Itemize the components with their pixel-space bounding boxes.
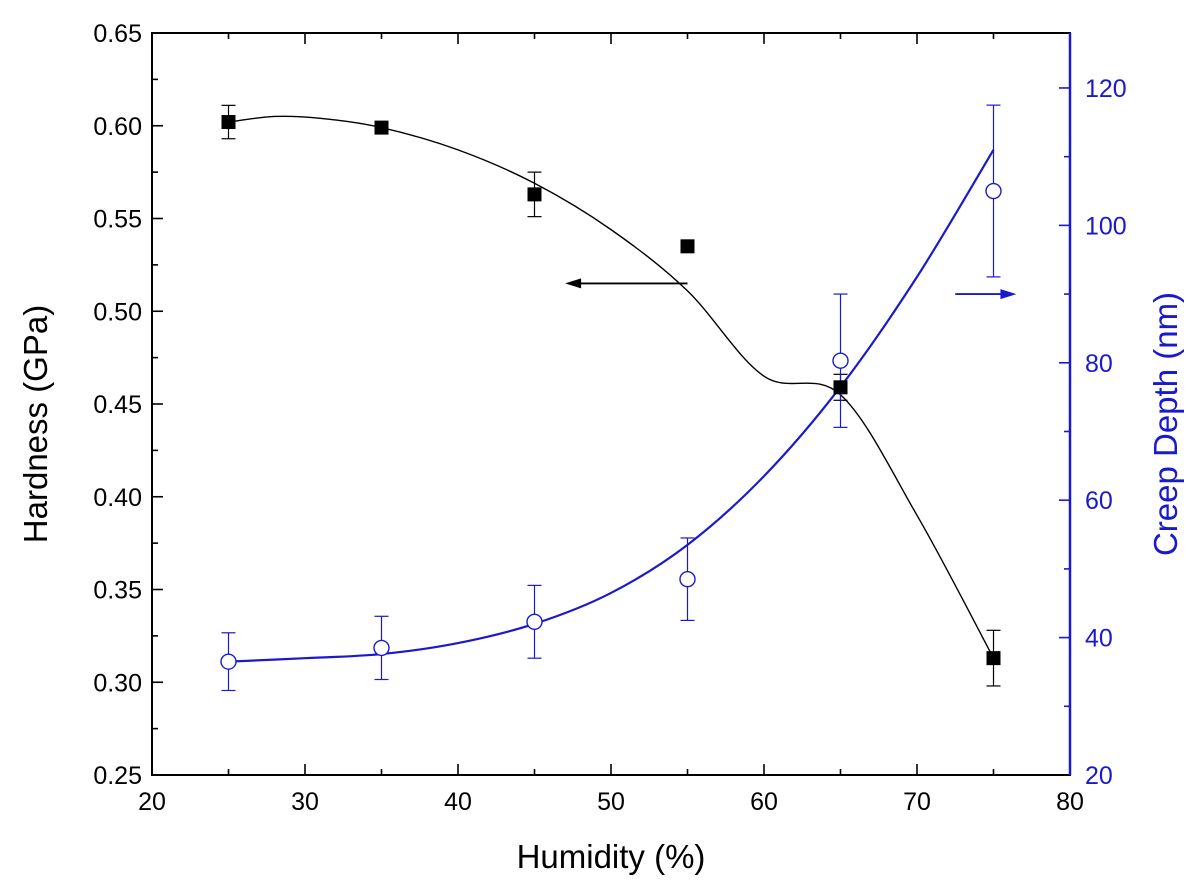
x-tick-label: 60: [750, 788, 778, 816]
creep-depth-point: [373, 639, 390, 657]
hardness-point: [221, 115, 236, 130]
y-left-tick-label: 0.45: [93, 391, 142, 419]
y-left-tick-label: 0.65: [93, 20, 142, 48]
data-markers: [220, 115, 1002, 670]
fit-lines: [228, 115, 995, 663]
hardness-point: [374, 120, 389, 135]
y-left-tick-label: 0.60: [93, 113, 142, 141]
x-tick-label: 50: [597, 788, 625, 816]
hardness-point: [986, 651, 1001, 666]
y-right-tick-label: 20: [1085, 762, 1113, 790]
y-right-tick-label: 40: [1085, 625, 1113, 653]
creep-depth-point: [220, 653, 237, 670]
creep-depth-point: [985, 182, 1002, 200]
y-left-tick-label: 0.40: [93, 484, 142, 512]
arrow-head: [565, 278, 582, 289]
x-tick-label: 40: [444, 788, 472, 816]
x-tick-label: 70: [903, 788, 931, 816]
y-right-tick-label: 120: [1085, 75, 1127, 103]
x-axis-title: Humidity (%): [517, 838, 706, 875]
y-left-tick-label: 0.35: [93, 577, 142, 605]
hardness-fit-line: [228, 115, 995, 659]
ticks-layer: [151, 32, 1071, 776]
creep-depth-point: [832, 352, 849, 369]
error-bars: [221, 104, 1001, 692]
creep-depth-point: [679, 570, 696, 588]
y-left-tick-label: 0.30: [93, 669, 142, 697]
axes: [151, 32, 1072, 776]
hardness-point: [833, 380, 848, 395]
x-tick-label: 30: [291, 788, 319, 816]
y-right-axis-title: Creep Depth (nm): [1147, 292, 1184, 556]
y-left-tick-label: 0.55: [93, 206, 142, 234]
plot-frame: [151, 32, 1071, 776]
y-left-tick-label: 0.25: [93, 762, 142, 790]
y-right-tick-label: 100: [1085, 212, 1127, 240]
y-left-tick-label: 0.50: [93, 298, 142, 326]
x-tick-label: 20: [138, 788, 166, 816]
tick-labels: 20 30 40 50 60 70 80 0.25 0.30 0.35 0.40 0.45 0.50 0.…: [93, 20, 1126, 816]
creep-depth-fit-line: [228, 149, 995, 663]
hardness-point: [680, 239, 695, 254]
creep-depth-point: [526, 613, 543, 630]
arrow-head: [1000, 289, 1017, 300]
annotations: [565, 278, 1017, 300]
hardness-point: [527, 187, 542, 202]
x-tick-label: 80: [1056, 788, 1084, 816]
y-right-tick-label: 60: [1085, 487, 1113, 515]
y-right-tick-label: 80: [1085, 350, 1113, 378]
y-left-axis-title: Hardness (GPa): [17, 305, 54, 543]
